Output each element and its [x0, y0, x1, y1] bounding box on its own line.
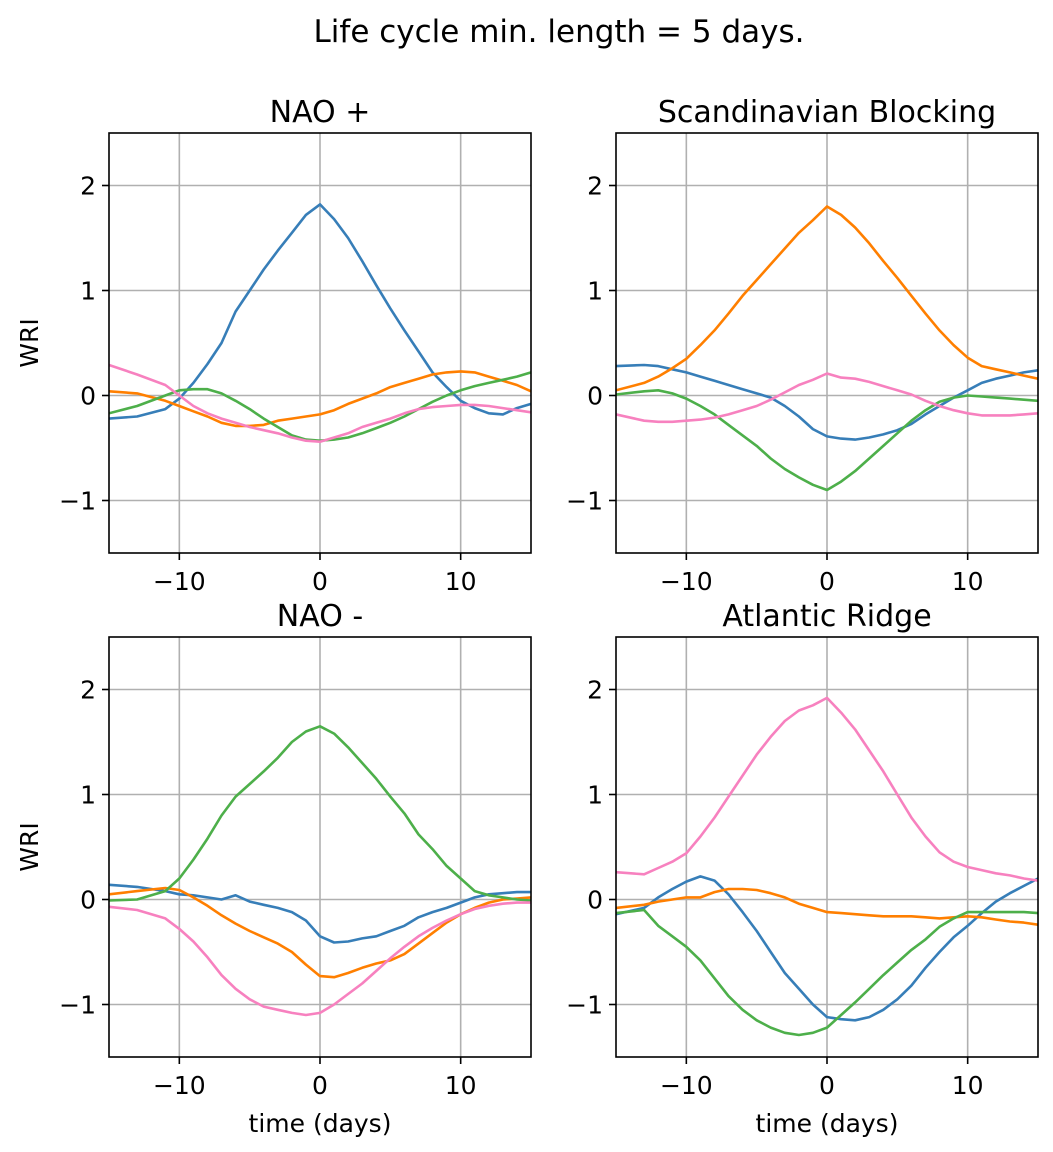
x-axis-label: time (days) [756, 1109, 899, 1138]
series-line-green [616, 388, 1038, 492]
y-tick-label: 2 [587, 676, 603, 705]
series-line-blue [616, 875, 1038, 1022]
y-tick-label: 2 [80, 172, 96, 201]
y-axis-label: WRI [15, 822, 44, 871]
series-line-orange [616, 887, 1038, 927]
series-line-blue [109, 203, 531, 420]
y-tick-label: 1 [80, 277, 96, 306]
subplot-title: NAO + [270, 95, 371, 130]
y-tick-label: −1 [59, 991, 96, 1020]
series-line-orange [616, 205, 1038, 392]
x-tick-label: −10 [660, 1071, 713, 1100]
series-line-blue [616, 363, 1038, 441]
figure-suptitle: Life cycle min. length = 5 days. [314, 14, 805, 50]
x-tick-label: 0 [312, 567, 328, 596]
series-group [109, 724, 531, 1017]
y-tick-label: 1 [80, 781, 96, 810]
x-axis-label: time (days) [249, 1109, 392, 1138]
x-tick-label: 0 [312, 1071, 328, 1100]
subplot-title: Scandinavian Blocking [658, 95, 996, 130]
series-line-pink [109, 363, 531, 444]
y-tick-label: 1 [587, 781, 603, 810]
y-tick-label: −1 [566, 487, 603, 516]
x-tick-label: 10 [445, 1071, 477, 1100]
y-tick-label: 2 [80, 676, 96, 705]
y-tick-label: 0 [80, 382, 96, 411]
series-line-green [109, 724, 531, 902]
subplot-title: Atlantic Ridge [722, 599, 931, 634]
x-tick-label: −10 [153, 1071, 206, 1100]
x-tick-label: 0 [819, 1071, 835, 1100]
x-tick-label: −10 [660, 567, 713, 596]
y-tick-label: 0 [587, 382, 603, 411]
series-line-green [616, 908, 1038, 1037]
y-tick-label: 2 [587, 172, 603, 201]
x-tick-label: 10 [952, 567, 984, 596]
series-line-pink [109, 901, 531, 1017]
series-line-pink [616, 372, 1038, 424]
series-line-orange [109, 370, 531, 428]
x-tick-label: 0 [819, 567, 835, 596]
y-tick-label: 0 [80, 886, 96, 915]
series-group [616, 696, 1038, 1037]
y-axis-label: WRI [15, 318, 44, 367]
y-tick-label: 1 [587, 277, 603, 306]
y-tick-label: −1 [566, 991, 603, 1020]
series-group [616, 205, 1038, 492]
subplot-title: NAO - [277, 599, 363, 634]
x-tick-label: 10 [952, 1071, 984, 1100]
x-tick-label: 10 [445, 567, 477, 596]
y-tick-label: −1 [59, 487, 96, 516]
series-line-green [109, 371, 531, 443]
y-tick-label: 0 [587, 886, 603, 915]
series-line-pink [616, 696, 1038, 882]
series-line-blue [109, 883, 531, 944]
series-group [109, 203, 531, 444]
x-tick-label: −10 [153, 567, 206, 596]
